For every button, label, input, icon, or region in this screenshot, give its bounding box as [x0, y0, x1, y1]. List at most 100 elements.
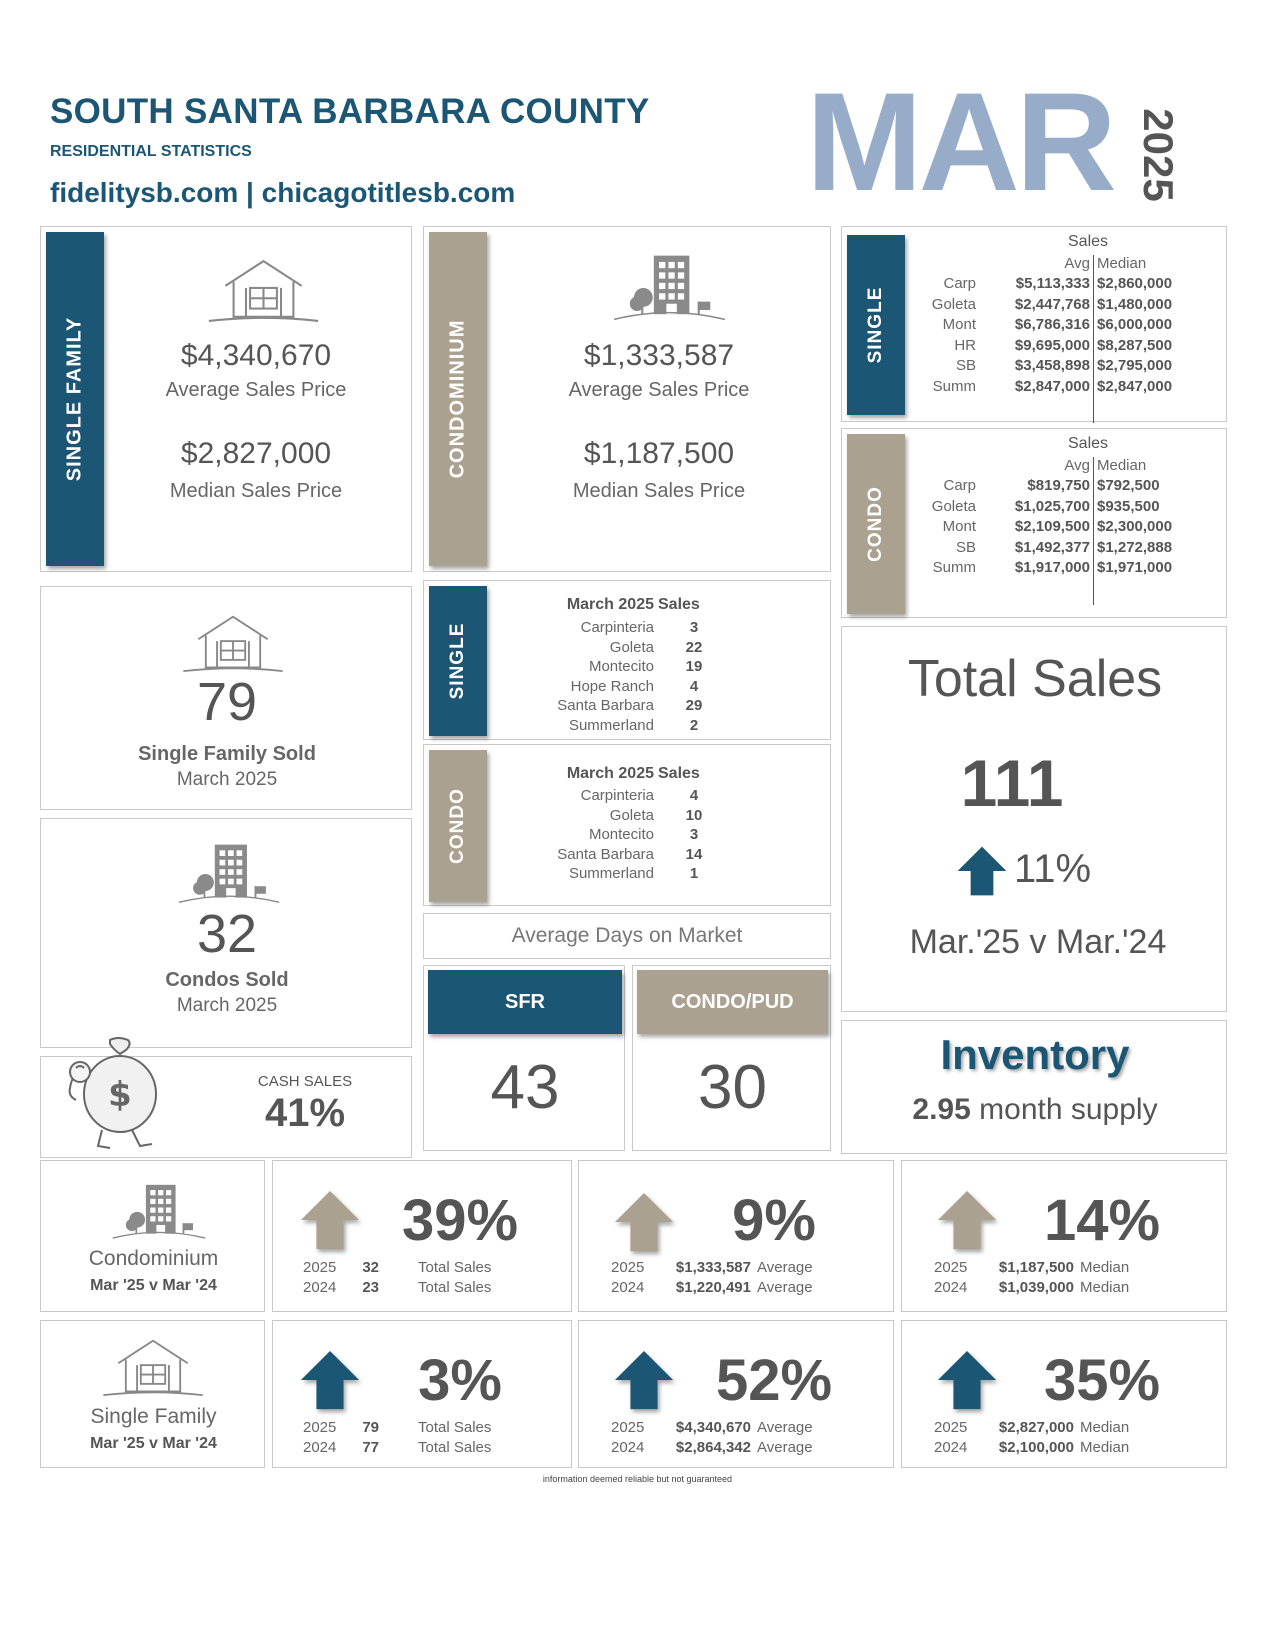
single-sales-label-bar: SINGLE [429, 586, 487, 736]
compare-value: 23 [362, 1279, 379, 1296]
sf-compare-label: Single Family [90, 1405, 217, 1428]
sfr-days-label: SFR [428, 970, 622, 1034]
single-family-sold-card: 79 Single Family Sold March 2025 [40, 586, 412, 810]
table-avg-value: $2,447,768 [1014, 295, 1090, 313]
sales-area-label: Hope Ranch [570, 677, 654, 695]
condo-table-col-avg: Avg [1064, 457, 1090, 474]
table-median-value: $6,000,000 [1097, 316, 1173, 333]
table-area-label: Goleta [931, 497, 976, 515]
table-median-value: $1,272,888 [1097, 538, 1173, 556]
condo-days-value: 30 [698, 1053, 767, 1122]
table-avg-value: $9,695,000 [1014, 336, 1090, 354]
table-avg-value: $2,109,500 [1014, 518, 1090, 535]
report-subtitle: RESIDENTIAL STATISTICS [50, 143, 252, 160]
condo-table-label-bar: CONDO [847, 434, 905, 614]
table-median-value: $792,500 [1097, 477, 1160, 494]
table-median-value: $2,795,000 [1097, 357, 1173, 374]
up-arrow-icon [934, 1189, 1000, 1251]
table-median-value: $1,971,000 [1097, 559, 1173, 576]
compare-value: $4,340,670 [675, 1419, 751, 1436]
compare-type: Median [1080, 1279, 1130, 1296]
compare-value: $2,100,000 [998, 1439, 1074, 1456]
table-avg-value: $819,750 [1027, 477, 1090, 494]
compare-year: 2025 [303, 1259, 337, 1276]
inventory-value: 2.95 [912, 1093, 971, 1126]
table-median-value: $8,287,500 [1097, 336, 1173, 354]
sales-count-value: 14 [685, 845, 703, 863]
single-table-label-bar: SINGLE [847, 235, 905, 415]
inventory-card: Inventory 2.95 month supply [841, 1020, 1227, 1154]
condo-compare-period: Mar '25 v Mar '24 [90, 1277, 217, 1294]
single-table-heading: Sales [1068, 233, 1109, 250]
days-on-market-title: Average Days on Market [423, 913, 831, 959]
table-avg-value: $5,113,333 [1015, 275, 1090, 292]
condominium-price-card: CONDOMINIUM $1,333,587 Average Sales Pri… [423, 226, 831, 572]
condo-sales-heading-period: March 2025 [566, 765, 654, 782]
table-avg-value: $1,917,000 [1014, 559, 1090, 576]
table-area-label: Summ [932, 377, 976, 395]
sales-area-label: Summerland [568, 865, 654, 882]
table-median-value: $2,847,000 [1097, 377, 1173, 395]
sf-median-price: $2,827,000 [180, 437, 332, 470]
svg-text:$: $ [108, 1075, 132, 1115]
sales-area-label: Santa Barbara [557, 697, 654, 714]
condo-compare-label: Condominium [88, 1247, 219, 1270]
compare-card: 52% 2025 $4,340,670 Average 2024 $2,864,342 Av… [578, 1320, 894, 1468]
single-table-col-median: Median [1097, 255, 1147, 272]
up-arrow-icon [934, 1349, 1000, 1411]
sales-count-value: 3 [689, 619, 699, 636]
building-icon [612, 253, 727, 321]
condo-average-label: Average Sales Price [568, 379, 750, 401]
compare-percent: 3% [418, 1348, 502, 1413]
building-icon [177, 841, 281, 905]
table-median-value: $2,860,000 [1097, 275, 1173, 292]
table-avg-value: $1,492,377 [1014, 538, 1090, 556]
single-sales-heading: Sales [658, 596, 700, 613]
compare-type: Average [757, 1439, 813, 1456]
total-sales-card: Total Sales 111 11% Mar.'25 v Mar.'24 [841, 626, 1227, 1012]
compare-card: 9% 2025 $1,333,587 Average 2024 $1,220,491 Ave… [578, 1160, 894, 1312]
compare-percent: 9% [732, 1188, 816, 1253]
compare-card: 3% 2025 79 Total Sales 2024 77 Total Sales [272, 1320, 572, 1468]
disclaimer: information deemed reliable but not guar… [542, 1474, 733, 1484]
website-links[interactable]: fidelitysb.com | chicagotitlesb.com [50, 177, 516, 208]
building-icon [111, 1183, 207, 1239]
condo-days-label: CONDO/PUD [637, 970, 828, 1034]
sf-compare-period: Mar '25 v Mar '24 [90, 1435, 217, 1452]
compare-year: 2025 [611, 1419, 645, 1436]
table-area-label: Goleta [931, 295, 976, 313]
compare-year: 2025 [303, 1419, 337, 1436]
condo-median-label: Median Sales Price [572, 480, 746, 502]
up-arrow-icon [297, 1189, 363, 1251]
compare-percent: 39% [401, 1188, 519, 1253]
compare-type: Total Sales [418, 1259, 492, 1276]
compare-value: $2,827,000 [998, 1419, 1074, 1436]
compare-year: 2025 [611, 1259, 645, 1276]
compare-value: $1,039,000 [998, 1279, 1074, 1296]
house-icon [101, 1337, 205, 1397]
sales-count-value: 29 [685, 697, 703, 714]
condo-table-heading: Sales [1068, 435, 1109, 452]
sales-area-label: Montecito [588, 658, 654, 675]
condo-sales-heading: Sales [658, 765, 700, 782]
cash-sales-label: CASH SALES [257, 1073, 353, 1090]
cash-sales-value: 41% [264, 1091, 346, 1135]
compare-year: 2024 [934, 1439, 968, 1456]
inventory-unit: month supply [979, 1093, 1158, 1126]
compare-value: $2,864,342 [675, 1439, 751, 1456]
compare-type: Total Sales [418, 1439, 492, 1456]
table-area-label: Mont [942, 316, 976, 333]
sales-count-value: 2 [689, 716, 699, 734]
single-family-label-bar: SINGLE FAMILY [46, 232, 104, 566]
total-sales-title: Total Sales [907, 650, 1163, 708]
compare-percent: 52% [715, 1348, 833, 1413]
compare-year: 2025 [934, 1259, 968, 1276]
condo-table-col-median: Median [1097, 457, 1147, 474]
table-avg-value: $2,847,000 [1014, 377, 1090, 395]
money-bag-icon: $ [68, 1037, 157, 1149]
sf-median-label: Median Sales Price [169, 480, 343, 502]
condominium-label-bar: CONDOMINIUM [429, 232, 487, 566]
table-area-label: SB [955, 538, 976, 556]
compare-type: Average [757, 1419, 813, 1436]
table-area-label: Carp [943, 477, 976, 494]
